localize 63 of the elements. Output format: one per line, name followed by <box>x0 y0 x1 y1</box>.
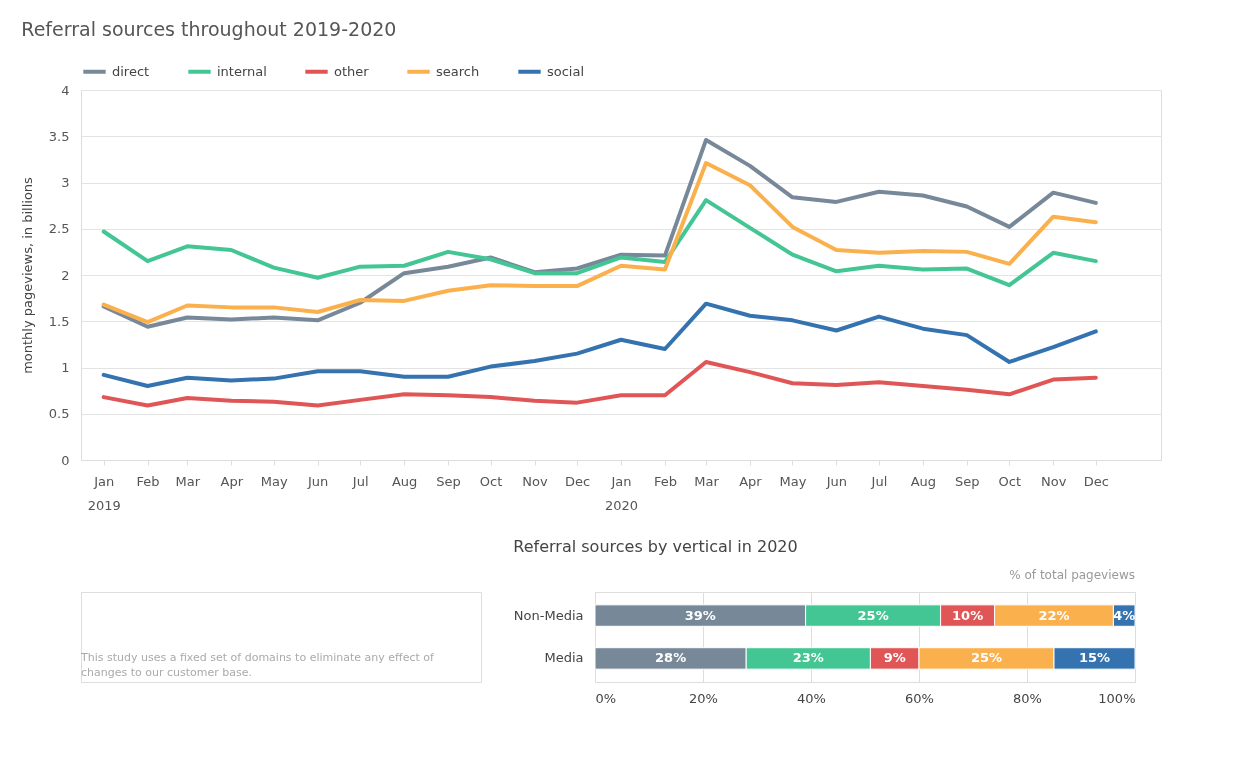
chart-title: Referral sources throughout 2019-2020 <box>21 18 397 40</box>
x-tick-label: Sep <box>955 473 980 489</box>
y-tick-label: 2 <box>61 267 70 283</box>
x-tick-label: Apr <box>220 473 244 489</box>
x-tick-label: Jul <box>351 473 369 489</box>
line-series <box>101 359 1098 408</box>
legend-label: search <box>436 63 480 79</box>
y-tick-label: Media <box>544 650 584 666</box>
x-tick-label: Nov <box>1041 473 1067 489</box>
legend-label: social <box>547 63 585 79</box>
y-tick-label: 1 <box>61 360 70 375</box>
x-tick-label: Oct <box>479 473 503 489</box>
y-axis-title: monthly pageviews, in billions <box>19 176 35 374</box>
x-tick-label: Nov <box>522 473 549 489</box>
x-tick-label: 100% <box>1098 690 1136 706</box>
data-label: 22% <box>1038 607 1070 623</box>
chart-title: Referral sources by vertical in 2020 <box>513 537 798 556</box>
data-label: 15% <box>1078 650 1111 666</box>
x-tick-label: Jul <box>870 473 888 489</box>
x-tick-label: Jun <box>825 473 848 489</box>
x-tick-label: Jun <box>307 473 329 489</box>
y-tick-label: 0.5 <box>48 406 70 422</box>
y-tick-label: 4 <box>61 82 70 98</box>
x-tick-label: Feb <box>653 473 677 489</box>
x-tick-label: Feb <box>136 473 160 489</box>
x-tick-label: May <box>260 473 288 489</box>
data-label: 23% <box>792 650 824 666</box>
data-label: 10% <box>952 607 984 623</box>
line-series <box>101 198 1098 288</box>
x-tick-label: Aug <box>910 473 937 489</box>
data-label: 25% <box>970 650 1003 666</box>
text: This study uses a fixed set of domains to eliminate any effect of changes to our customer base. <box>80 651 435 679</box>
line-series <box>101 301 1098 388</box>
y-tick-label: 2.5 <box>48 221 70 237</box>
x-tick-label: Mar <box>175 473 201 489</box>
text: % of total pageviews <box>1009 568 1135 582</box>
legend-label: direct <box>112 63 150 79</box>
x-tick-label: Jan 2019 <box>87 473 121 513</box>
data-label: 25% <box>857 607 889 623</box>
data-label: 28% <box>655 650 687 666</box>
x-tick-label: Dec <box>564 473 591 489</box>
x-tick-label: 40% <box>797 690 826 706</box>
x-tick-label: Apr <box>739 473 763 489</box>
x-tick-label: May <box>779 473 807 489</box>
x-tick-label: 0% <box>595 690 617 706</box>
x-tick-label: Oct <box>998 473 1022 489</box>
x-tick-label: 60% <box>905 690 934 706</box>
x-tick-label: Mar <box>694 473 720 489</box>
y-tick-label: 0 <box>61 452 70 468</box>
x-tick-label: Dec <box>1083 473 1109 489</box>
legend-label: internal <box>217 63 267 79</box>
x-tick-label: Jan 2020 <box>604 473 639 513</box>
x-tick-label: Sep <box>436 473 461 489</box>
y-tick-label: 3 <box>61 175 70 190</box>
legend-label: other <box>334 63 370 79</box>
y-tick-label: 1.5 <box>48 313 70 329</box>
x-tick-label: 80% <box>1013 690 1042 706</box>
data-label: 9% <box>883 650 906 666</box>
x-tick-label: 20% <box>689 690 718 706</box>
x-tick-label: Aug <box>391 473 418 489</box>
y-tick-label: Non-Media <box>513 607 584 623</box>
data-label: 39% <box>684 607 716 623</box>
y-tick-label: 3.5 <box>48 128 70 144</box>
